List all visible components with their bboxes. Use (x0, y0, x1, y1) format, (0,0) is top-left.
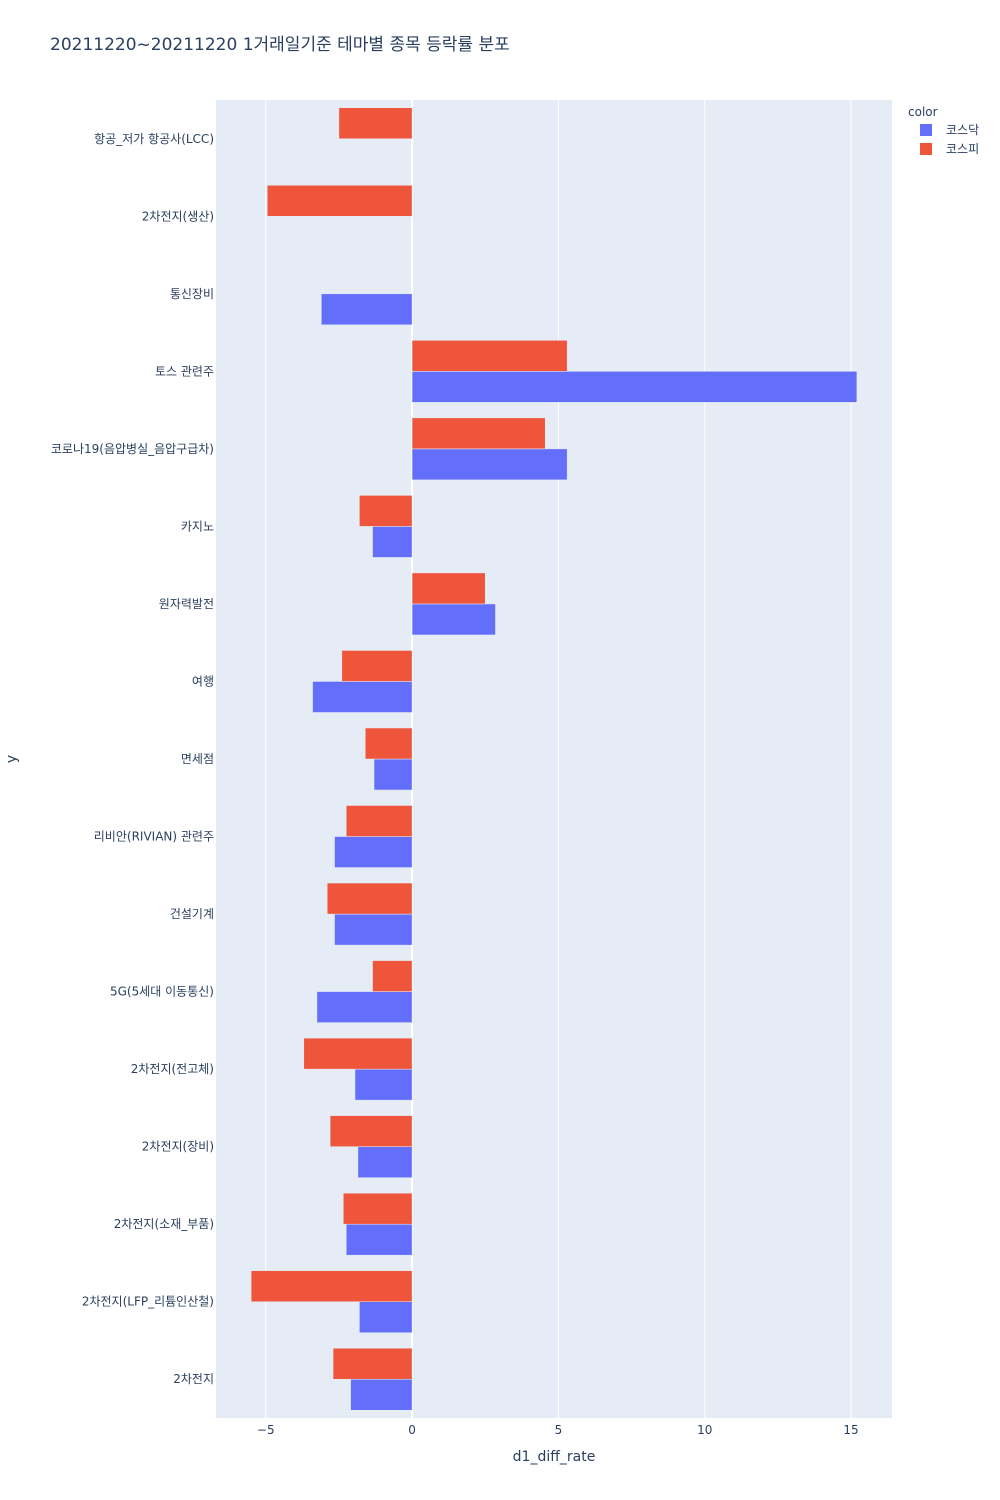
y-tick-label: 2차전지(전고체) (131, 1062, 214, 1076)
bar-kosdaq (345, 1223, 413, 1256)
bar-kospi (343, 1192, 413, 1225)
y-tick-label: 5G(5세대 이동통신) (110, 985, 214, 999)
y-tick-label: 2차전지(소재_부품) (114, 1217, 214, 1231)
bar-kospi (326, 882, 413, 915)
y-tick-label: 여행 (192, 673, 214, 688)
bar-kospi (364, 727, 413, 760)
y-tick-label: 면세점 (181, 752, 214, 766)
legend-label[interactable]: 코스닥 (946, 123, 979, 137)
y-tick-label: 2차전지(생산) (142, 209, 214, 223)
bar-kosdaq (359, 1301, 413, 1333)
bars-layer (250, 107, 858, 1411)
bar-kospi (338, 107, 413, 140)
legend-swatch[interactable] (920, 143, 932, 155)
bar-kosdaq (411, 603, 496, 636)
bar-kospi (372, 960, 413, 992)
bar-kosdaq (350, 1378, 413, 1411)
bar-kosdaq (357, 1146, 413, 1178)
bar-kospi (411, 417, 546, 450)
bar-kospi (341, 650, 413, 682)
y-tick-label: 원자력발전 (159, 597, 214, 611)
bar-kospi (250, 1270, 413, 1302)
legend-swatch[interactable] (920, 124, 932, 136)
bar-kosdaq (334, 913, 413, 946)
bar-kosdaq (354, 1068, 413, 1101)
bar-kosdaq (372, 526, 413, 558)
x-axis-title: d1_diff_rate (513, 1449, 596, 1465)
x-tick-labels: −5 0 5 10 15 (257, 1423, 859, 1437)
legend-label[interactable]: 코스피 (946, 142, 979, 156)
y-tick-label: 2차전지 (173, 1372, 214, 1386)
x-tick-label: 15 (843, 1423, 858, 1437)
y-tick-label: 카지노 (181, 519, 214, 533)
bar-kosdaq (312, 681, 413, 713)
bar-kospi (359, 495, 413, 527)
bar-kosdaq (411, 371, 858, 403)
x-tick-label: 10 (697, 1423, 712, 1437)
y-tick-label: 2차전지(LFP_리튬인산철) (82, 1295, 214, 1309)
y-tick-label: 리비안(RIVIAN) 관련주 (94, 830, 214, 844)
y-axis-title: y (4, 755, 20, 763)
bar-kosdaq (321, 293, 413, 326)
bar-kosdaq (334, 836, 413, 868)
x-tick-label: 5 (555, 1423, 563, 1437)
legend-title: color (908, 105, 938, 119)
y-tick-label: 항공_저가 항공사(LCC) (94, 132, 214, 146)
bar-kosdaq (411, 448, 568, 481)
y-tick-label: 통신장비 (170, 287, 214, 301)
chart-title: 20211220~20211220 1거래일기준 테마별 종목 등락률 분포 (50, 35, 510, 55)
y-tick-label: 토스 관련주 (155, 364, 214, 378)
y-tick-label: 건설기계 (170, 907, 214, 921)
bar-kosdaq (373, 758, 413, 791)
y-tick-label: 코로나19(음압병실_음압구급차) (51, 442, 214, 456)
y-tick-label: 2차전지(장비) (142, 1140, 214, 1154)
bar-kospi (266, 185, 413, 217)
bar-kospi (345, 805, 413, 837)
bar-kospi (411, 572, 486, 605)
x-tick-label: 0 (408, 1423, 416, 1437)
plot-area (216, 100, 892, 1418)
bar-kospi (303, 1037, 413, 1070)
bar-kospi (329, 1115, 413, 1147)
bar-kospi (332, 1347, 413, 1380)
bar-kosdaq (316, 991, 413, 1023)
bar-kospi (411, 340, 568, 372)
x-tick-label: −5 (257, 1423, 275, 1437)
